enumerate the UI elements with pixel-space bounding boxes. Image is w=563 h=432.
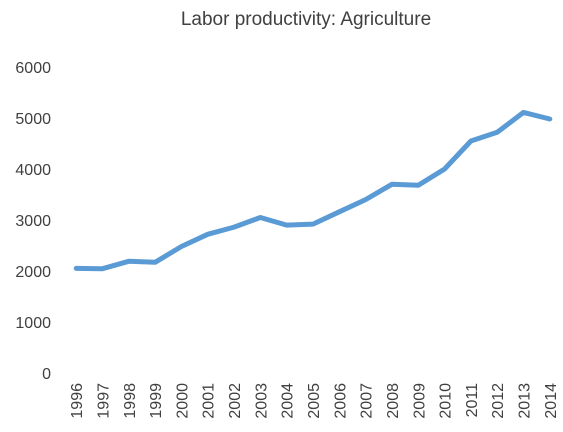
x-tick-label: 2005 <box>306 383 323 419</box>
x-tick-label: 2000 <box>174 383 191 419</box>
x-tick-label: 1997 <box>95 383 112 419</box>
x-tick-label: 2003 <box>253 383 270 419</box>
y-tick-label: 3000 <box>15 213 51 230</box>
x-tick-label: 2010 <box>438 383 455 419</box>
chart-title: Labor productivity: Agriculture <box>181 9 431 30</box>
y-tick-label: 4000 <box>15 162 51 179</box>
x-tick-label: 2011 <box>464 383 481 418</box>
series-line <box>73 109 553 272</box>
x-tick-label: 1999 <box>148 383 165 419</box>
x-tick-label: 2007 <box>359 383 376 419</box>
x-tick-label: 2012 <box>490 383 507 419</box>
y-tick-label: 2000 <box>15 264 51 281</box>
x-tick-label: 1998 <box>122 383 139 419</box>
y-tick-label: 0 <box>42 366 51 383</box>
x-tick-label: 2002 <box>227 383 244 419</box>
x-tick-label: 2004 <box>280 383 297 419</box>
y-tick-label: 6000 <box>15 60 51 77</box>
x-tick-label: 2009 <box>411 383 428 419</box>
y-tick-label: 5000 <box>15 111 51 128</box>
x-tick-label: 2006 <box>332 383 349 419</box>
y-axis-tick-labels: 0 1000 2000 3000 4000 5000 6000 <box>15 60 51 383</box>
x-tick-label: 2014 <box>543 383 560 419</box>
x-tick-label: 2013 <box>517 383 534 419</box>
x-tick-label: 1996 <box>69 383 86 419</box>
series-group <box>73 109 553 272</box>
y-tick-label: 1000 <box>15 315 51 332</box>
x-tick-label: 2008 <box>385 383 402 419</box>
x-tick-label: 2001 <box>201 383 218 419</box>
x-axis-tick-labels: 1996 1997 1998 1999 2000 2001 2002 2003 2004 2005… <box>69 383 560 419</box>
